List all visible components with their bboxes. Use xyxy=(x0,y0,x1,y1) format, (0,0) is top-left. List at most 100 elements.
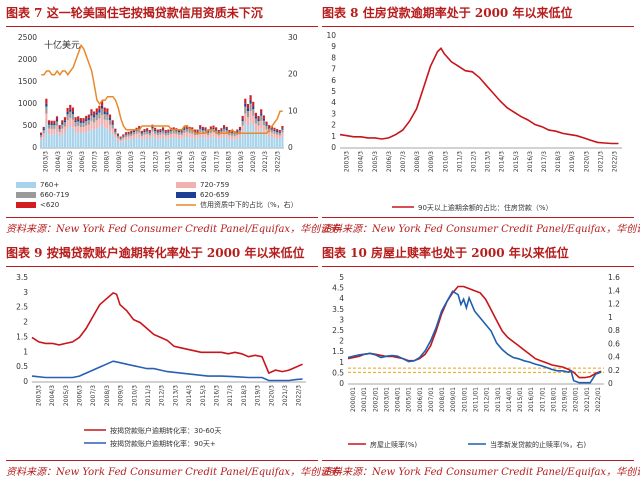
chart-7-bar-segment xyxy=(246,126,250,148)
chart-7-bar-segment xyxy=(71,114,74,120)
chart-7-bar-segment xyxy=(207,131,210,133)
chart-8-legend-label: 90天以上逾期余额的占比：住房贷款（%） xyxy=(418,203,553,212)
chart-7-bar-segment xyxy=(116,134,120,136)
chart-7-bar-segment xyxy=(130,135,133,140)
chart-7-bar-segment xyxy=(244,113,247,124)
chart-7-bar-segment xyxy=(71,119,74,128)
chart-7-bar-segment xyxy=(79,127,82,134)
chart-7-bar-segment xyxy=(69,109,72,112)
chart-7-bar-segment xyxy=(278,135,281,139)
chart-7-bar-segment xyxy=(50,134,53,148)
chart-7-bar-segment xyxy=(268,136,271,148)
chart-9-x-tick-label: 2018/3 xyxy=(241,385,248,406)
chart-7-bar-segment xyxy=(281,126,284,129)
chart-10-y2-tick-label: 1.4 xyxy=(608,286,620,295)
chart-7-bar-segment xyxy=(260,128,263,148)
chart-9-x-tick-label: 2007/3 xyxy=(90,385,97,406)
chart-7-bar-segment xyxy=(172,130,175,134)
chart-7-bar-segment xyxy=(249,95,252,101)
chart-7-bar-segment xyxy=(132,138,135,148)
chart-7-bar-segment xyxy=(246,104,250,109)
chart-7-bar-segment xyxy=(95,112,98,115)
chart-7-bar-segment xyxy=(66,114,69,120)
chart-7-bar-segment xyxy=(55,116,59,120)
chart-7-bar-segment xyxy=(212,132,215,137)
chart-7-bar-segment xyxy=(148,129,151,132)
chart-7-x-tick-label: 2015/3 xyxy=(189,151,196,172)
chart-7-bar-segment xyxy=(40,132,43,135)
chart-10-title-rule xyxy=(322,266,634,267)
chart-7-bar-segment xyxy=(103,111,106,114)
chart-7-bar-segment xyxy=(135,133,138,138)
chart-9-source: 资料来源：New York Fed Consumer Credit Panel/… xyxy=(6,467,341,478)
chart-7-y-tick-label: 500 xyxy=(23,121,38,130)
chart-7-bar-segment xyxy=(53,128,56,135)
chart-7-bar-segment xyxy=(98,118,101,127)
chart-7-bar-segment xyxy=(151,136,154,148)
chart-8-x-tick-label: 2003/3 xyxy=(344,151,351,172)
chart-10-x-tick-label: 2001/01 xyxy=(361,387,368,412)
chart-7-bar-segment xyxy=(138,129,141,133)
chart-7-bar-segment xyxy=(82,121,85,123)
chart-9-series-line xyxy=(31,291,303,375)
chart-7-bar-segment xyxy=(204,130,207,134)
chart-7-bar-segment xyxy=(220,128,223,131)
chart-10-x-tick-label: 2017/01 xyxy=(539,387,546,412)
chart-7-bar-segment xyxy=(262,115,265,119)
chart-9-x-tick-label: 2022/3 xyxy=(296,385,303,406)
chart-7-bar-segment xyxy=(265,134,268,148)
chart-7-title: 图表 7 这一轮美国住宅按揭贷款信用资质未下沉 xyxy=(6,6,263,20)
chart-7-bar-segment xyxy=(169,131,173,134)
chart-7-bar-segment xyxy=(164,138,167,148)
chart-7-bar-segment xyxy=(246,108,250,112)
chart-7-bar-segment xyxy=(175,130,178,132)
chart-10-x-tick-label: 2008/01 xyxy=(439,387,446,412)
chart-7-bar-segment xyxy=(276,130,279,133)
chart-8-x-tick-label: 2018/3 xyxy=(555,151,562,172)
chart-7-bar-segment xyxy=(236,135,239,139)
chart-7-unit-label: 十亿美元 xyxy=(44,39,80,51)
chart-7-bar-segment xyxy=(87,131,90,148)
chart-7-x-tick-label: 2009/3 xyxy=(116,151,123,172)
chart-7-bar-segment xyxy=(148,135,151,139)
chart-7-bar-segment xyxy=(238,133,242,138)
chart-8-y-tick-label: 9 xyxy=(331,42,336,51)
chart-7-bar-segment xyxy=(93,122,96,130)
chart-7-bar-segment xyxy=(156,131,159,133)
chart-7-bar-segment xyxy=(114,138,117,148)
chart-10-y2-tick-label: 0.2 xyxy=(608,366,620,375)
chart-7-bar-segment xyxy=(196,135,199,139)
chart-7-bar-segment xyxy=(209,137,212,148)
chart-7-bar-segment xyxy=(265,121,268,125)
chart-7-bar-segment xyxy=(238,130,242,134)
chart-7-bar-segment xyxy=(225,130,228,134)
chart-7-bar-segment xyxy=(63,117,67,121)
chart-7-bar-segment xyxy=(82,133,85,148)
chart-7-bar-segment xyxy=(278,129,281,132)
chart-7-bar-segment xyxy=(270,128,273,130)
chart-9-y-tick-label: 1.5 xyxy=(16,332,28,341)
chart-10-y-tick-label: 3 xyxy=(339,315,344,324)
chart-7-bar-segment xyxy=(95,120,98,129)
chart-7-bar-segment xyxy=(122,135,125,137)
chart-7-bar-segment xyxy=(217,135,220,139)
chart-7-bar-segment xyxy=(260,120,263,129)
chart-7-bar-segment xyxy=(212,125,215,128)
chart-9-legend-label: 按揭贷款账户逾期转化率：90天+ xyxy=(110,439,216,448)
chart-9-x-tick-label: 2021/3 xyxy=(282,385,289,406)
chart-7-bar-segment xyxy=(217,129,220,132)
chart-8-svg: 0 1 2 3 4 5 6 7 8 9 10 2003/3 2004/3 2005/3 2006/3 2007… xyxy=(326,31,622,212)
chart-8-x-tick-label: 2013/3 xyxy=(485,151,492,172)
chart-9-x-tick-label: 2015/3 xyxy=(200,385,207,406)
chart-7-bar-segment xyxy=(45,103,48,107)
chart-7-title-rule xyxy=(6,26,318,27)
chart-7-x-tick-label: 2020/3 xyxy=(250,151,257,172)
chart-8-y-tick-label: 0 xyxy=(331,143,336,152)
chart-7-bar-segment xyxy=(146,138,149,148)
chart-7-bar-segment xyxy=(204,137,207,148)
chart-7-bar-segment xyxy=(257,119,260,122)
chart-7-bar-segment xyxy=(268,131,271,137)
chart-7-bar-segment xyxy=(87,124,90,132)
chart-7-bar-segment xyxy=(69,126,72,148)
chart-7-bar-segment xyxy=(169,137,173,148)
